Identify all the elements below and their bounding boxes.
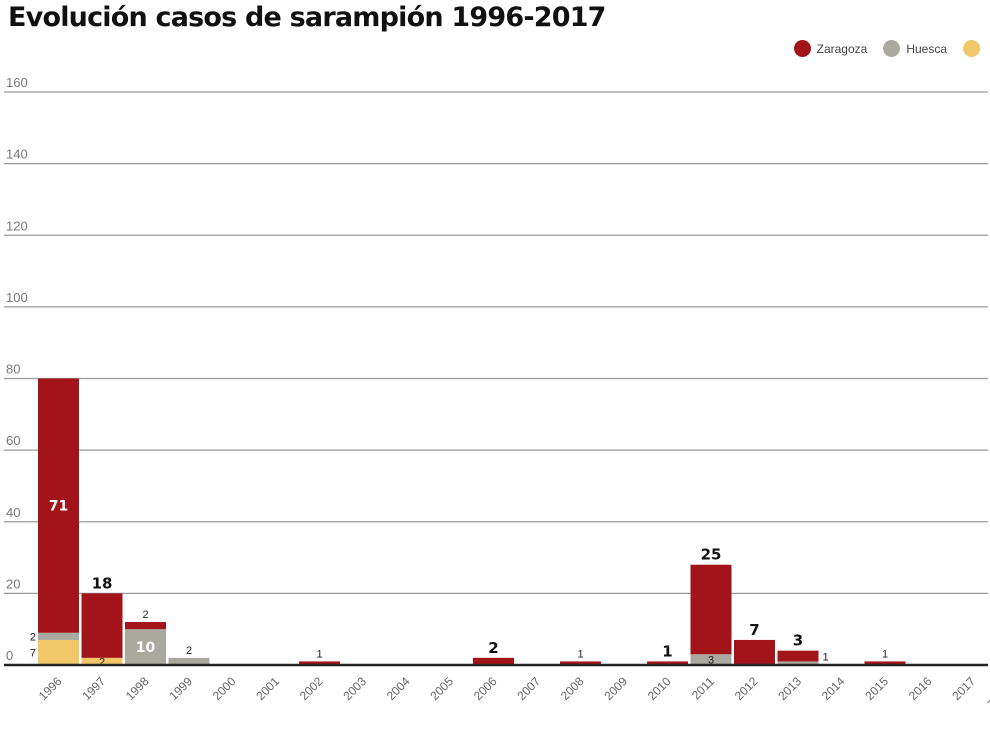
x-tick-label-2009: 2009 xyxy=(601,674,630,703)
chart-title: Evolución casos de sarampión 1996-2017 xyxy=(8,2,606,33)
x-tick-label-TOTAL: TOTAL xyxy=(985,674,990,711)
x-tick-label-2011: 2011 xyxy=(689,674,717,702)
data-label-1997-3: 2 xyxy=(99,656,105,668)
bar-1996-series-2 xyxy=(38,378,79,633)
x-tick-label-2002: 2002 xyxy=(297,674,326,703)
bar-2015-series-2 xyxy=(864,661,906,665)
bar-1997-series-2 xyxy=(81,593,123,658)
bar-2012-series-2 xyxy=(734,639,775,665)
x-tick-label-2008: 2008 xyxy=(558,674,587,703)
bar-layer xyxy=(38,378,906,665)
bar-2010-series-2 xyxy=(647,661,688,665)
data-label-1999-7: 2 xyxy=(186,645,192,657)
x-tick-label-1999: 1999 xyxy=(166,674,195,703)
data-label-1998-6: 2 xyxy=(142,609,148,621)
data-label-2013-15: 3 xyxy=(793,632,803,650)
data-label-2008-10: 1 xyxy=(577,648,583,660)
y-tick-label-100: 100 xyxy=(6,290,28,305)
bar-1996-series-0 xyxy=(38,639,79,665)
bar-2013-series-2 xyxy=(777,650,819,662)
legend-label-zaragoza: Zaragoza xyxy=(816,41,868,56)
y-tick-label-120: 120 xyxy=(6,218,28,233)
x-tick-label-2014: 2014 xyxy=(819,674,848,703)
x-tick-label-2016: 2016 xyxy=(906,674,935,703)
data-label-2015-17: 1 xyxy=(882,648,888,660)
y-tick-label-40: 40 xyxy=(6,505,20,520)
x-tick-label-2015: 2015 xyxy=(862,674,891,703)
y-tick-label-60: 60 xyxy=(6,433,20,448)
legend-item-third-series xyxy=(963,40,986,57)
x-tick-label-2001: 2001 xyxy=(253,674,282,703)
y-tick-label-0: 0 xyxy=(6,648,13,663)
bar-2006-series-2 xyxy=(473,657,514,665)
data-label-1997-4: 18 xyxy=(92,574,113,592)
x-tick-label-2007: 2007 xyxy=(514,674,543,703)
grid-layer: 0 20 40 60 80 100 120 140 160 xyxy=(4,75,988,663)
x-tick-label-2000: 2000 xyxy=(210,674,239,703)
legend-swatch-huesca xyxy=(883,40,901,57)
data-label-2011-13: 25 xyxy=(701,546,722,564)
x-tick-label-1997: 1997 xyxy=(79,674,108,703)
legend-item-zaragoza: Zaragoza xyxy=(793,40,868,57)
data-label-2006-9: 2 xyxy=(488,639,498,657)
data-label-2013-16: 1 xyxy=(823,651,829,663)
y-tick-label-140: 140 xyxy=(6,147,28,162)
data-label-2011-12: 3 xyxy=(708,655,714,667)
y-tick-label-160: 160 xyxy=(6,75,28,90)
legend-swatch-zaragoza xyxy=(793,40,811,57)
x-tick-label-2003: 2003 xyxy=(340,674,369,703)
x-tick-label-2012: 2012 xyxy=(732,674,761,703)
x-axis: 1996 1997 1998 1999 2000 2001 2002 2003 2004 2005… xyxy=(4,663,990,711)
bar-2008-series-2 xyxy=(560,661,601,665)
y-tick-label-20: 20 xyxy=(6,576,20,591)
data-label-1996-2: 2 xyxy=(30,631,36,643)
bar-1996-series-1 xyxy=(38,632,79,640)
bar-1999-series-1 xyxy=(168,657,210,665)
legend-label-huesca: Huesca xyxy=(906,41,947,56)
x-tick-label-2017: 2017 xyxy=(949,674,978,703)
legend-swatch-third-series xyxy=(963,40,980,57)
data-label-2002-8: 1 xyxy=(316,648,322,660)
data-label-1996-0: 71 xyxy=(49,499,68,515)
x-tick-label-1996: 1996 xyxy=(36,674,65,703)
legend-item-huesca: Huesca xyxy=(883,40,947,57)
bar-1997-series-0 xyxy=(81,657,123,665)
x-tick-label-2013: 2013 xyxy=(775,674,804,703)
data-label-1996-1: 7 xyxy=(30,647,36,659)
x-tick-label-2006: 2006 xyxy=(471,674,500,703)
bar-1998-series-1 xyxy=(125,629,166,665)
bar-1998-series-2 xyxy=(125,622,166,630)
x-tick-label-2010: 2010 xyxy=(645,674,674,703)
x-tick-label-2004: 2004 xyxy=(384,674,413,703)
bar-2011-series-2 xyxy=(690,564,732,655)
x-tick-label-1998: 1998 xyxy=(123,674,152,703)
bar-2011-series-1 xyxy=(690,654,732,665)
bar-2002-series-2 xyxy=(299,661,340,665)
bar-2013-series-1 xyxy=(777,661,819,665)
x-tick-label-2005: 2005 xyxy=(427,674,456,703)
y-tick-label-80: 80 xyxy=(6,362,20,377)
data-label-2010-11: 1 xyxy=(662,642,672,660)
data-label-1998-5: 10 xyxy=(136,640,156,656)
data-label-2012-14: 7 xyxy=(749,621,759,639)
legend: Zaragoza Huesca xyxy=(784,40,986,57)
